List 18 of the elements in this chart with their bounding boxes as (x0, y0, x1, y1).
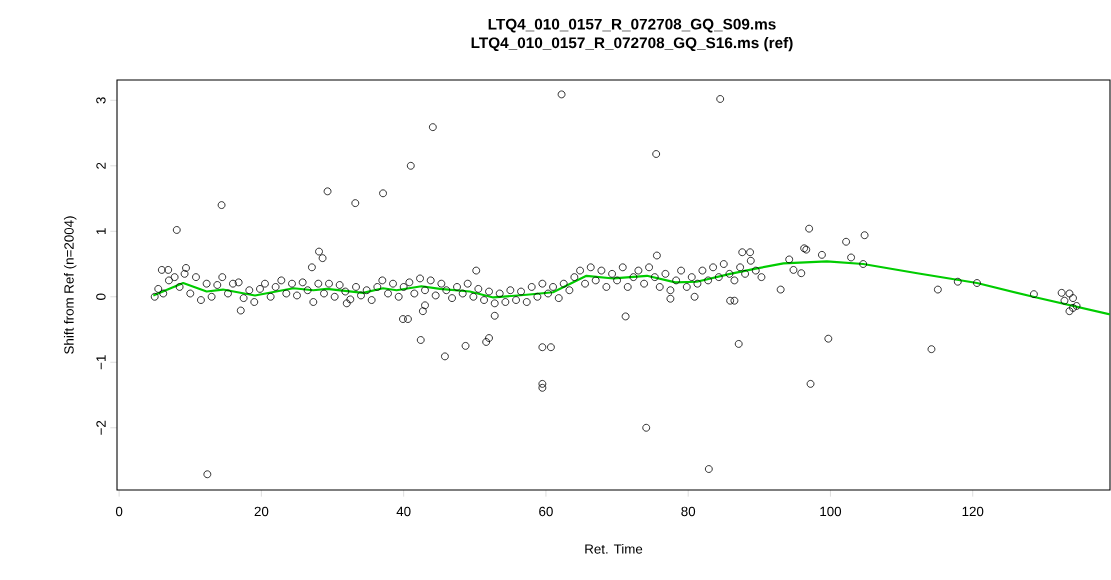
y-tick-label: −2 (96, 420, 106, 435)
x-axis-title: Ret. Time (585, 543, 643, 554)
x-tick-label: 80 (681, 506, 696, 517)
x-tick-label: 20 (254, 506, 269, 517)
y-tick-label: 0 (96, 293, 106, 300)
chart-title: LTQ4_010_0157_R_072708_GQ_S09.ms (488, 18, 776, 33)
x-tick-label: 100 (820, 506, 842, 517)
line-series (152, 260, 1110, 316)
x-tick-label: 0 (115, 506, 123, 517)
y-tick-label: 1 (96, 228, 106, 234)
chart-subtitle: LTQ4_010_0157_R_072708_GQ_S16.ms (ref) (471, 36, 793, 52)
y-tick-label: 2 (96, 162, 106, 169)
x-tick-label: 40 (396, 506, 411, 517)
x-tick-label: 120 (962, 506, 984, 517)
y-axis-title: Shift from Ref (n=2004) (63, 216, 77, 354)
y-tick-label: −1 (96, 355, 106, 370)
y-tick-label: 3 (96, 97, 106, 104)
x-tick-label: 60 (539, 506, 553, 517)
